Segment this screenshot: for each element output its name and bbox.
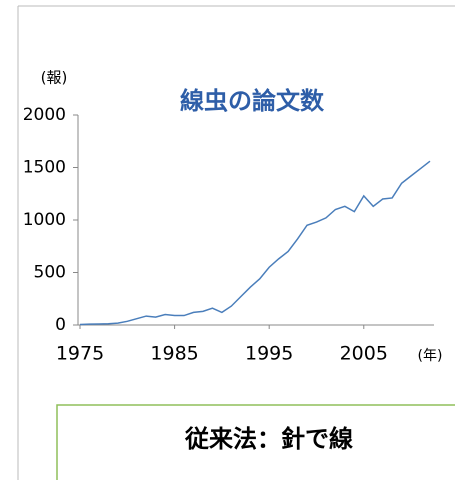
annotation-text: 従来法：針で線 bbox=[184, 425, 353, 453]
y-tick-label: 0 bbox=[55, 315, 66, 335]
x-tick-label: 1985 bbox=[150, 343, 198, 365]
chart-title: 線虫の論文数 bbox=[180, 87, 325, 115]
y-axis-label: (報) bbox=[41, 69, 68, 87]
annotation-box bbox=[56, 404, 455, 480]
x-tick-label: 1995 bbox=[245, 343, 293, 365]
x-tick-label: 1975 bbox=[56, 343, 104, 365]
y-tick-label: 500 bbox=[34, 263, 66, 283]
x-tick-label: 2005 bbox=[340, 343, 388, 365]
y-tick-label: 1500 bbox=[23, 158, 66, 178]
y-tick-label: 1000 bbox=[23, 210, 66, 230]
x-axis-label: (年) bbox=[418, 348, 443, 364]
y-tick-label: 2000 bbox=[23, 105, 66, 125]
data-line bbox=[79, 160, 431, 326]
